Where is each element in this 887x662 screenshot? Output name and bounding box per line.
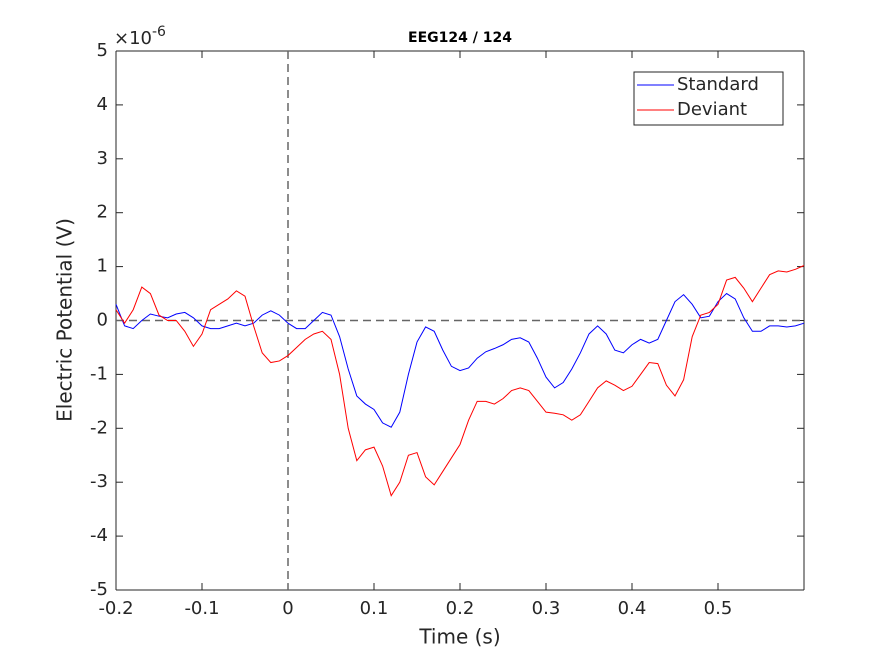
y-tick-label: -4 [90, 525, 108, 546]
y-multiplier: ×10-6 [114, 24, 166, 49]
y-tick-label: -3 [90, 471, 108, 492]
y-tick-label: 3 [97, 148, 108, 169]
x-tick-label: -0.2 [98, 598, 133, 619]
legend-box [633, 71, 784, 126]
y-tick-label: 0 [97, 310, 108, 331]
x-tick-label: 0.3 [532, 598, 561, 619]
y-tick-label: 4 [97, 94, 108, 115]
y-tick-label: -2 [90, 417, 108, 438]
x-tick-label: 0 [282, 598, 293, 619]
x-tick-label: 0.4 [618, 598, 647, 619]
y-tick-label: 2 [97, 202, 108, 223]
series-line [115, 265, 805, 497]
x-tick-label: 0.5 [704, 598, 733, 619]
y-tick-label: 1 [97, 256, 108, 277]
legend-label: Standard [677, 74, 759, 95]
legend-label: Deviant [677, 99, 747, 120]
multiplier-base: ×10 [114, 28, 152, 49]
series-line [115, 292, 805, 428]
y-tick-label: 5 [97, 40, 108, 61]
x-tick-label: 0.2 [446, 598, 475, 619]
x-tick-label: -0.1 [184, 598, 219, 619]
y-tick-label: -5 [90, 579, 108, 600]
y-axis-label: Electric Potential (V) [53, 218, 77, 422]
x-axis-label: Time (s) [418, 625, 500, 649]
multiplier-exponent: -6 [152, 24, 166, 40]
x-tick-label: 0.1 [360, 598, 389, 619]
chart-title: EEG124 / 124 [408, 30, 512, 46]
y-tick-label: -1 [90, 363, 108, 384]
